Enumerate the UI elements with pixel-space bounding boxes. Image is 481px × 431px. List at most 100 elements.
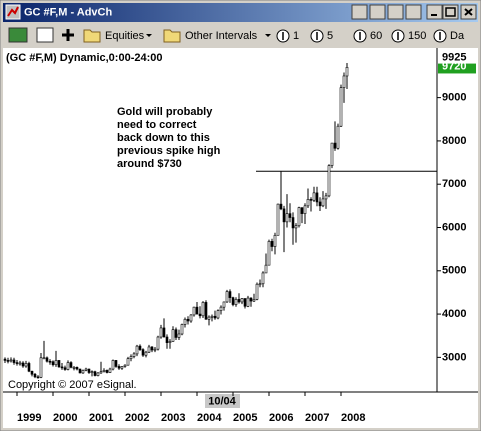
add-icon[interactable] — [62, 29, 74, 41]
candle-body — [228, 291, 232, 298]
candle-body — [207, 316, 211, 320]
candle-body — [12, 359, 16, 363]
menu-label[interactable]: Equities — [105, 30, 145, 42]
candle-body — [9, 359, 13, 362]
y-tick-label: 7000 — [442, 178, 466, 190]
annotation-line: around $730 — [117, 158, 182, 170]
candle-body — [291, 217, 295, 229]
candle-body — [105, 370, 109, 373]
chart-title: (GC #F,M) Dynamic,0:00-24:00 — [6, 52, 163, 64]
dropdown-arrow — [146, 34, 152, 37]
last-price-label: 9925 — [442, 51, 466, 63]
x-tick-label: 2002 — [125, 412, 149, 424]
x-tick-label: 2008 — [341, 412, 365, 424]
menu-label[interactable]: Other Intervals — [185, 30, 258, 42]
folder-icon — [83, 29, 101, 43]
candle-body — [126, 358, 130, 366]
candle-body — [258, 283, 262, 286]
candle-body — [234, 299, 238, 305]
candle-body — [87, 368, 91, 373]
interval-buttons: 1 5 60 150 Da — [276, 29, 465, 43]
candle-body — [90, 371, 94, 373]
candle-body — [21, 362, 25, 367]
icon-button[interactable] — [369, 4, 386, 20]
interval-label[interactable]: 1 — [293, 30, 299, 42]
candle-body — [195, 306, 199, 315]
candle-body — [147, 346, 151, 353]
candle-body — [213, 315, 217, 319]
candle-body — [333, 142, 337, 149]
x-tick-label: 1999 — [17, 412, 41, 424]
candle-body — [54, 360, 58, 366]
candle-body — [336, 125, 340, 149]
candle-body — [99, 371, 103, 374]
candle-body — [324, 195, 328, 200]
candle-body — [273, 234, 277, 247]
candle-body — [84, 368, 88, 371]
icon-button[interactable] — [405, 4, 422, 20]
candle-body — [120, 366, 124, 369]
candle-body — [255, 283, 259, 300]
candle-body — [33, 373, 37, 378]
candle-body — [60, 366, 64, 369]
cursor-box — [205, 394, 240, 408]
annotation-line: Gold will probably — [117, 106, 213, 118]
candle-body — [171, 329, 175, 342]
candle-body — [78, 368, 82, 374]
candle-body — [141, 349, 145, 356]
copyright: Copyright © 2007 eSignal. — [8, 379, 137, 391]
candle-body — [198, 313, 202, 317]
annotation-line: back down to this — [117, 132, 210, 144]
interval-label[interactable]: 5 — [327, 30, 333, 42]
candle-body — [6, 360, 10, 362]
candle-body — [156, 336, 160, 350]
candle-body — [237, 299, 241, 303]
icon-button[interactable] — [351, 4, 368, 20]
candle-body — [339, 87, 343, 127]
candle-body — [192, 306, 196, 316]
maximize-glyph — [445, 7, 456, 17]
interval-label[interactable]: Da — [450, 30, 465, 42]
interval-label[interactable]: 60 — [370, 30, 382, 42]
minimize-button[interactable] — [426, 4, 443, 20]
candle-body — [117, 366, 121, 369]
annotation-line: need to correct — [117, 119, 197, 131]
candle-body — [342, 75, 346, 88]
candle-body — [132, 353, 136, 357]
candle-body — [168, 341, 172, 343]
candle-body — [306, 199, 310, 207]
x-tick-label: 2006 — [269, 412, 293, 424]
candle-body — [219, 306, 223, 311]
candle-body — [150, 346, 154, 351]
candle-body — [177, 333, 181, 338]
candle-body — [39, 357, 43, 378]
candle-body — [186, 318, 190, 322]
x-tick-label: 2001 — [89, 412, 113, 424]
candle-body — [153, 348, 157, 351]
close-glyph — [464, 8, 473, 16]
candle-body — [24, 363, 28, 367]
interval-label[interactable]: 150 — [408, 30, 426, 42]
candle-body — [201, 302, 205, 317]
candle-body — [276, 203, 280, 236]
icon-button[interactable] — [387, 4, 404, 20]
cursor-label: 10/04 — [208, 395, 236, 407]
candle-body — [81, 370, 85, 374]
candle-body — [297, 207, 301, 227]
candle-body — [108, 368, 112, 373]
x-tick-label: 2007 — [305, 412, 329, 424]
candle-body — [312, 192, 316, 201]
candle-body — [30, 370, 34, 375]
candle-body — [222, 301, 226, 308]
candle-body — [174, 329, 178, 338]
candle-body — [165, 336, 169, 343]
tool-icon[interactable] — [8, 27, 28, 43]
y-tick-label: 6000 — [442, 221, 466, 233]
tool-icon[interactable] — [36, 27, 54, 43]
candle-body — [180, 324, 184, 335]
candle-body — [102, 370, 106, 372]
folder-icon — [163, 29, 181, 43]
app-icon-graph — [7, 6, 19, 17]
